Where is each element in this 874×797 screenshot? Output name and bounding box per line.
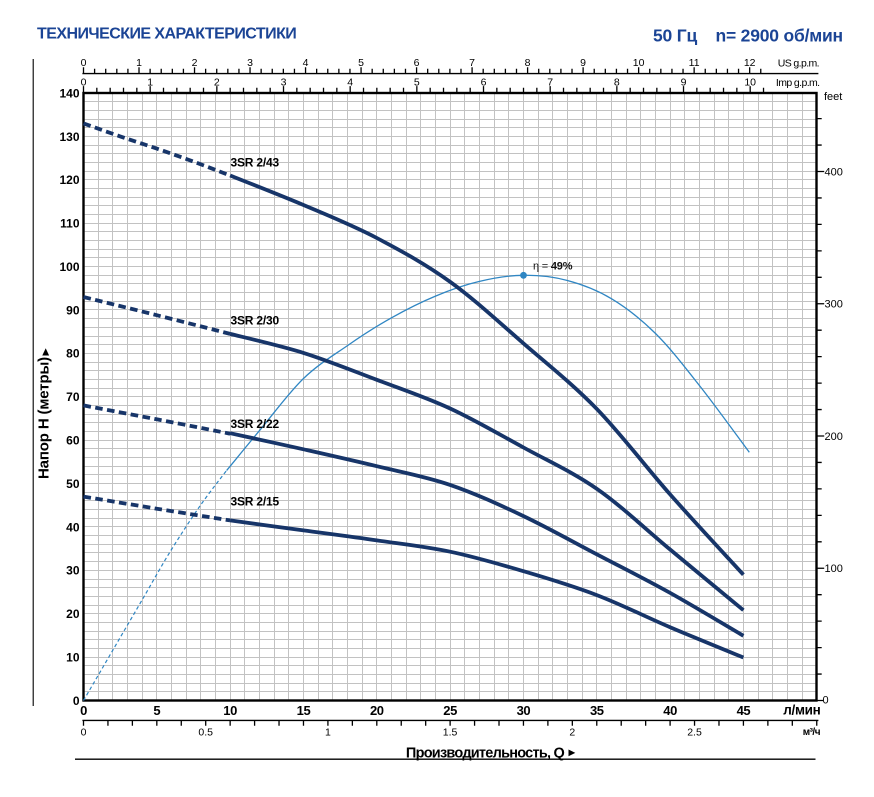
svg-text:0: 0 [81,57,87,69]
svg-text:0.5: 0.5 [198,726,213,738]
svg-text:70: 70 [66,390,80,404]
svg-text:200: 200 [825,431,843,443]
svg-text:8: 8 [614,77,620,89]
svg-text:20: 20 [370,703,384,718]
svg-text:4: 4 [303,57,309,69]
svg-text:0: 0 [81,77,87,89]
svg-text:400: 400 [825,167,843,179]
svg-text:5: 5 [153,703,160,718]
svg-text:1: 1 [147,77,153,89]
svg-text:n= 2900 об/мин: n= 2900 об/мин [716,26,843,46]
svg-text:1: 1 [136,57,142,69]
svg-text:л/мин: л/мин [783,703,820,718]
svg-text:140: 140 [59,86,79,100]
svg-text:45: 45 [737,703,751,718]
svg-text:ТЕХНИЧЕСКИЕ ХАРАКТЕРИСТИКИ: ТЕХНИЧЕСКИЕ ХАРАКТЕРИСТИКИ [37,26,296,43]
svg-text:5: 5 [414,77,420,89]
svg-text:40: 40 [66,520,80,534]
svg-text:7: 7 [547,77,553,89]
svg-text:2.5: 2.5 [687,726,702,738]
svg-text:1.5: 1.5 [443,726,458,738]
svg-text:Производительность, Q: Производительность, Q [406,746,565,762]
svg-text:3SR 2/22: 3SR 2/22 [231,417,280,431]
svg-text:2: 2 [569,726,575,738]
svg-text:11: 11 [689,57,700,69]
svg-text:110: 110 [60,217,80,231]
svg-text:2: 2 [214,77,220,89]
svg-text:15: 15 [297,703,311,718]
svg-text:10: 10 [223,703,237,718]
svg-text:8: 8 [525,57,531,69]
svg-text:100: 100 [59,260,79,274]
svg-text:6: 6 [414,57,420,69]
svg-text:м³/ч: м³/ч [803,727,821,738]
svg-text:3SR 2/43: 3SR 2/43 [231,156,280,170]
svg-text:40: 40 [663,703,677,718]
svg-text:Напор H (метры): Напор H (метры) [36,357,53,479]
svg-text:0: 0 [80,703,87,718]
svg-text:25: 25 [443,703,457,718]
svg-text:30: 30 [66,564,80,578]
svg-text:35: 35 [590,703,604,718]
svg-text:0: 0 [73,694,80,708]
svg-text:US g.p.m.: US g.p.m. [778,58,819,70]
svg-text:300: 300 [825,299,843,311]
svg-text:3: 3 [281,77,287,89]
svg-text:Imp g.p.m.: Imp g.p.m. [776,77,820,89]
svg-text:0: 0 [823,695,829,707]
svg-text:80: 80 [66,347,80,361]
svg-text:130: 130 [59,130,79,144]
svg-text:50 Гц: 50 Гц [653,26,697,46]
svg-text:9: 9 [580,57,586,69]
svg-text:30: 30 [517,703,531,718]
svg-text:4: 4 [347,77,353,89]
svg-text:η = 49%: η = 49% [533,261,573,273]
svg-text:3SR 2/30: 3SR 2/30 [231,314,280,328]
svg-text:90: 90 [66,303,80,317]
svg-text:7: 7 [469,57,475,69]
svg-text:60: 60 [66,434,80,448]
svg-text:12: 12 [744,57,756,69]
svg-text:50: 50 [66,477,80,491]
svg-text:9: 9 [681,77,687,89]
svg-text:10: 10 [744,77,756,89]
svg-text:120: 120 [59,173,79,187]
svg-text:0: 0 [81,726,87,738]
svg-text:5: 5 [358,57,364,69]
svg-text:100: 100 [825,563,843,575]
svg-text:2: 2 [192,57,198,69]
svg-text:6: 6 [481,77,487,89]
svg-text:20: 20 [66,607,80,621]
svg-text:3: 3 [247,57,253,69]
svg-text:1: 1 [325,726,331,738]
svg-text:10: 10 [633,57,645,69]
svg-text:feet: feet [824,91,842,103]
svg-text:3SR 2/15: 3SR 2/15 [231,495,280,509]
svg-text:10: 10 [66,651,80,665]
